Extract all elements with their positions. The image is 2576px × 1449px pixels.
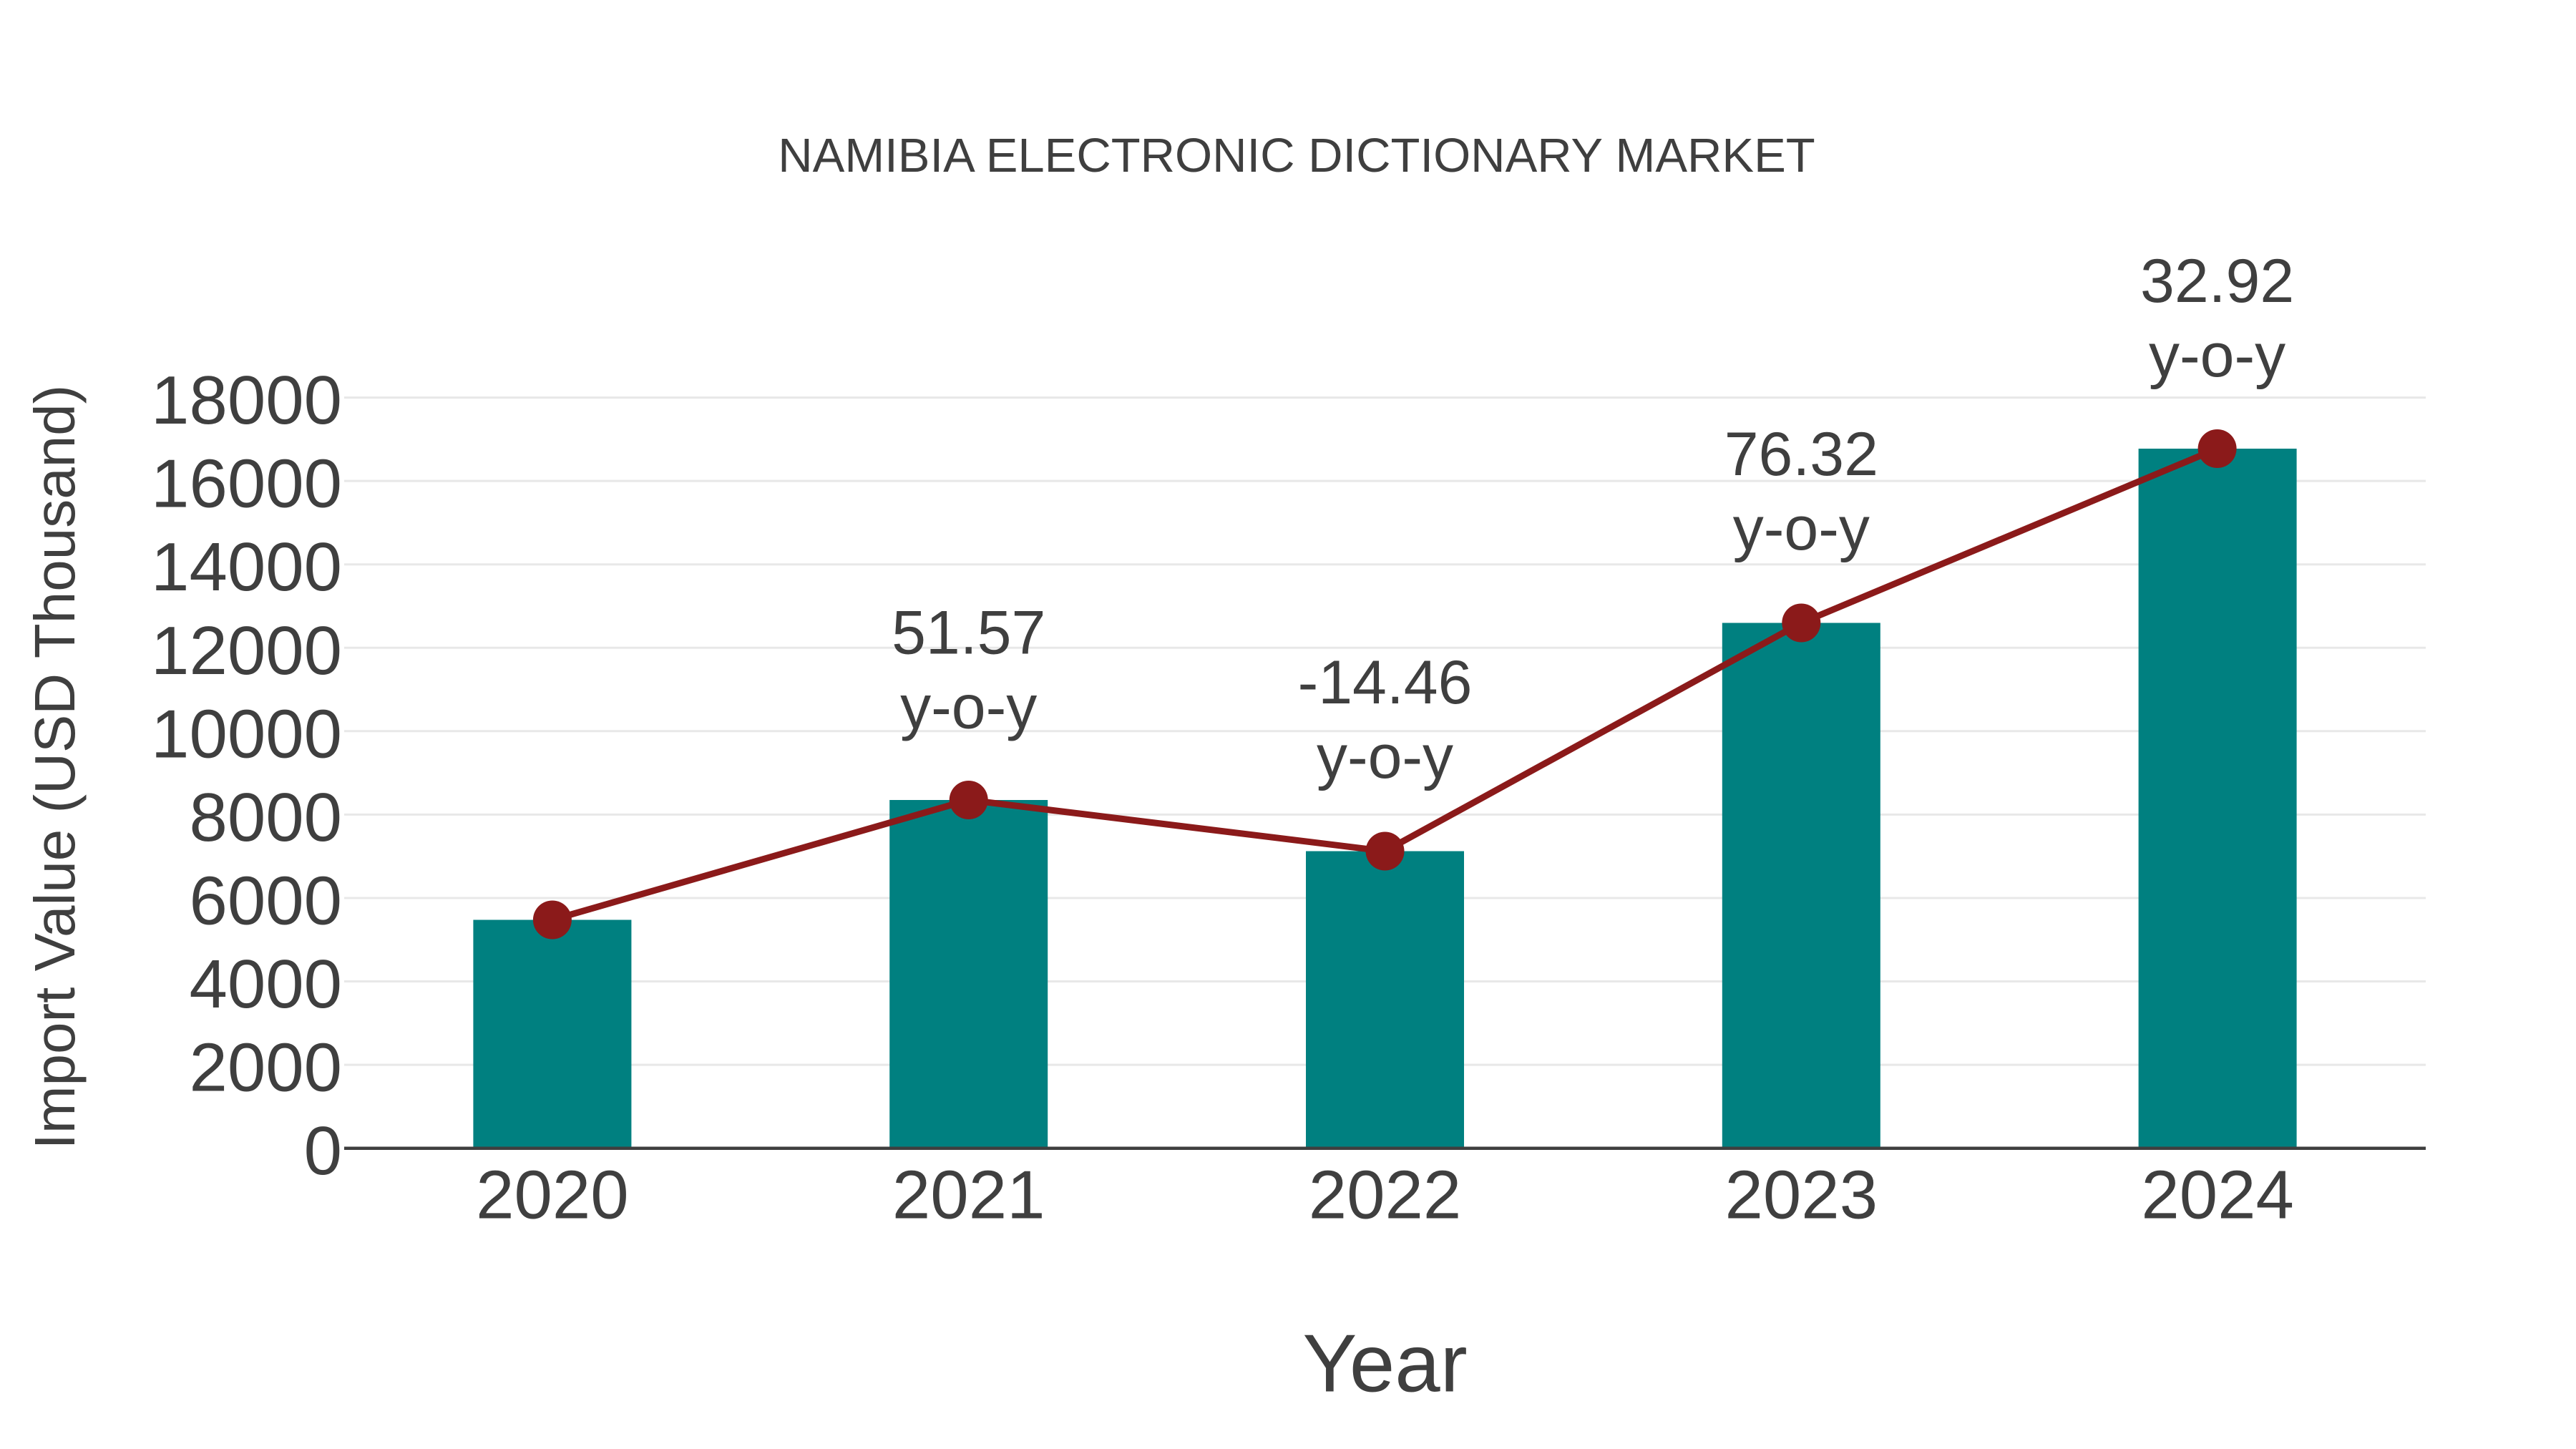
svg-text:8000: 8000 <box>189 779 342 856</box>
svg-text:y-o-y: y-o-y <box>2149 321 2285 390</box>
svg-text:Import Value (USD Thousand): Import Value (USD Thousand) <box>23 385 87 1150</box>
svg-text:16000: 16000 <box>151 446 342 522</box>
svg-text:4000: 4000 <box>189 946 342 1023</box>
svg-text:51.57: 51.57 <box>892 599 1045 668</box>
svg-text:2020: 2020 <box>476 1157 629 1234</box>
svg-text:-14.46: -14.46 <box>1298 648 1473 717</box>
svg-text:y-o-y: y-o-y <box>900 673 1037 742</box>
svg-text:NAMIBIA ELECTRONIC DICTIONARY: NAMIBIA ELECTRONIC DICTIONARY MARKET <box>778 129 1815 182</box>
svg-text:12000: 12000 <box>151 613 342 689</box>
svg-text:76.32: 76.32 <box>1724 420 1878 489</box>
svg-text:32.92: 32.92 <box>2140 247 2294 316</box>
svg-text:2024: 2024 <box>2141 1157 2294 1234</box>
svg-text:18000: 18000 <box>151 362 342 439</box>
svg-text:14000: 14000 <box>151 529 342 605</box>
svg-text:2021: 2021 <box>892 1157 1045 1234</box>
svg-text:y-o-y: y-o-y <box>1317 723 1453 791</box>
svg-text:2000: 2000 <box>189 1030 342 1106</box>
svg-text:2023: 2023 <box>1725 1157 1878 1234</box>
svg-text:y-o-y: y-o-y <box>1733 494 1870 563</box>
svg-text:2022: 2022 <box>1309 1157 1462 1234</box>
svg-text:0: 0 <box>304 1113 342 1189</box>
svg-text:10000: 10000 <box>151 696 342 772</box>
svg-text:Year: Year <box>1302 1319 1467 1410</box>
svg-text:6000: 6000 <box>189 863 342 940</box>
